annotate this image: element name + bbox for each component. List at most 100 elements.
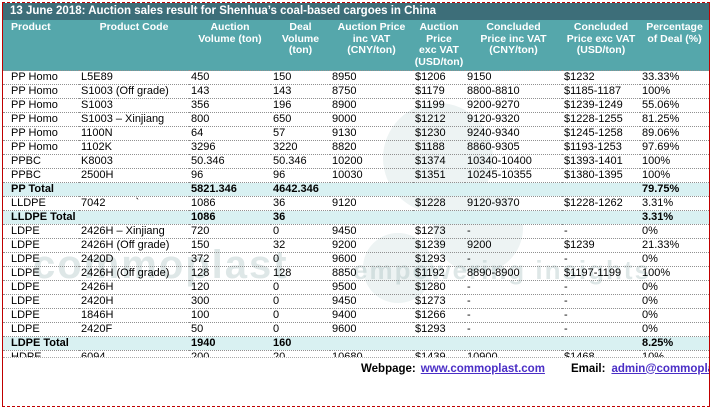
- cell-auction_price_inc_vat: 9200: [330, 238, 413, 253]
- cell-percentage_of_deal: 0%: [640, 224, 709, 239]
- cell-auction_price_inc_vat: [330, 182, 413, 197]
- cell-auction_price_exc_vat: $1280: [413, 280, 465, 295]
- cell-auction_volume: 800: [189, 112, 271, 127]
- cell-product: LLDPE Total: [3, 210, 79, 225]
- cell-concluded_price_inc_vat: 10340-10400: [465, 154, 562, 169]
- table-row: PP Homo S1003 (Off grade) 143 143 8750 $1179 8…: [3, 84, 709, 99]
- cell-deal_volume: 57: [271, 126, 330, 141]
- cell-percentage_of_deal: 0%: [640, 322, 709, 337]
- cell-percentage_of_deal: 3.31%: [640, 196, 709, 211]
- cell-deal_volume: 128: [271, 266, 330, 281]
- cell-percentage_of_deal: 21.33%: [640, 238, 709, 253]
- cell-auction_price_exc_vat: [413, 210, 465, 225]
- cell-product: LDPE: [3, 266, 79, 281]
- cell-auction_volume: 100: [189, 308, 271, 323]
- report-title: 13 June 2018: Auction sales result for S…: [3, 3, 709, 20]
- table-row: LDPE 2420F 50 0 9600 $1293- -0%: [3, 322, 709, 337]
- cell-product_code: 2426H (Off grade): [79, 238, 189, 253]
- cell-auction_volume: 3296: [189, 140, 271, 155]
- cell-concluded_price_inc_vat: -: [465, 252, 562, 267]
- total-row: PP Total 5821.346 4642.346 79.75%: [3, 182, 709, 197]
- table-row: PPBC K8003 50.346 50.346 10200 $1374 10340-104…: [3, 154, 709, 169]
- webpage-link[interactable]: www.commoplast.com: [420, 362, 545, 375]
- cell-auction_volume: 64: [189, 126, 271, 141]
- cell-auction_price_inc_vat: 10030: [330, 168, 413, 183]
- cell-auction_price_exc_vat: $1351: [413, 168, 465, 183]
- cell-auction_price_inc_vat: 8750: [330, 84, 413, 99]
- cell-percentage_of_deal: 0%: [640, 308, 709, 323]
- cell-deal_volume: 160: [271, 336, 330, 351]
- cell-percentage_of_deal: 100%: [640, 154, 709, 169]
- cell-product: PP Homo: [3, 98, 79, 113]
- cell-percentage_of_deal: 3.31%: [640, 210, 709, 225]
- cell-deal_volume: 143: [271, 84, 330, 99]
- cell-auction_volume: 96: [189, 168, 271, 183]
- cell-percentage_of_deal: 97.69%: [640, 140, 709, 155]
- cell-product: PP Total: [3, 182, 79, 197]
- cell-concluded_price_exc_vat: $1228-1255: [562, 112, 640, 127]
- cell-auction_price_inc_vat: 8950: [330, 70, 413, 85]
- cell-concluded_price_exc_vat: $1193-1253: [562, 140, 640, 155]
- cell-product_code: 2420D: [79, 252, 189, 267]
- cell-percentage_of_deal: 89.06%: [640, 126, 709, 141]
- table-row: LDPE 2426H – Xinjiang 720 0 9450 $1273- -0%: [3, 224, 709, 239]
- cell-auction_price_exc_vat: $1206: [413, 70, 465, 85]
- cell-auction_price_exc_vat: $1199: [413, 98, 465, 113]
- cell-product_code: 1846H: [79, 308, 189, 323]
- cell-auction_volume: 300: [189, 294, 271, 309]
- column-header-product-code: Product Code: [79, 20, 189, 71]
- email-link[interactable]: admin@commoplast.com: [611, 362, 709, 375]
- total-row: LLDPE Total 1086 36 3.31%: [3, 210, 709, 225]
- cell-auction_volume: 50.346: [189, 154, 271, 169]
- table-body: PP Homo L5E89 450 150 8950 $1206 9150 $1232 33.3…: [3, 70, 709, 379]
- table-row: LLDPE 7042 ` 1086 36 9120 $1228 9120-9370 $1228-…: [3, 196, 709, 211]
- cell-concluded_price_exc_vat: $1380-1395: [562, 168, 640, 183]
- cell-auction_price_inc_vat: 9600: [330, 322, 413, 337]
- webpage-label: Webpage:: [361, 362, 416, 375]
- cell-deal_volume: 196: [271, 98, 330, 113]
- cell-product: PP Homo: [3, 70, 79, 85]
- cell-auction_volume: 128: [189, 266, 271, 281]
- cell-product: PP Homo: [3, 126, 79, 141]
- cell-percentage_of_deal: 0%: [640, 252, 709, 267]
- cell-deal_volume: 36: [271, 196, 330, 211]
- column-header-product: Product: [3, 20, 79, 71]
- cell-auction_price_exc_vat: $1179: [413, 84, 465, 99]
- table-row: PP Homo S1003 356 196 8900 $1199 9200-9270 $123…: [3, 98, 709, 113]
- cell-deal_volume: 0: [271, 280, 330, 295]
- cell-concluded_price_exc_vat: [562, 182, 640, 197]
- cell-concluded_price_exc_vat: $1245-1258: [562, 126, 640, 141]
- cell-auction_price_exc_vat: $1228: [413, 196, 465, 211]
- cell-concluded_price_exc_vat: [562, 210, 640, 225]
- column-header-auction-volume: Auction Volume (ton): [189, 20, 271, 71]
- cell-concluded_price_exc_vat: $1239-1249: [562, 98, 640, 113]
- cell-concluded_price_exc_vat: -: [562, 224, 640, 239]
- cell-deal_volume: 50.346: [271, 154, 330, 169]
- cell-percentage_of_deal: 0%: [640, 280, 709, 295]
- cell-concluded_price_exc_vat: -: [562, 322, 640, 337]
- cell-auction_volume: 1086: [189, 196, 271, 211]
- table-row: PPBC 2500H 96 96 10030 $1351 10245-10355 $1380-…: [3, 168, 709, 183]
- cell-auction_price_inc_vat: 8900: [330, 98, 413, 113]
- cell-percentage_of_deal: 100%: [640, 266, 709, 281]
- cell-auction_volume: 720: [189, 224, 271, 239]
- cell-product_code: S1003 – Xinjiang: [79, 112, 189, 127]
- cell-percentage_of_deal: 8.25%: [640, 336, 709, 351]
- footer: Webpage: www.commoplast.com Email: admin…: [3, 357, 709, 379]
- cell-auction_price_inc_vat: [330, 336, 413, 351]
- cell-concluded_price_inc_vat: 8890-8900: [465, 266, 562, 281]
- cell-concluded_price_exc_vat: $1197-1199: [562, 266, 640, 281]
- cell-product_code: 2426H – Xinjiang: [79, 224, 189, 239]
- cell-auction_price_exc_vat: $1239: [413, 238, 465, 253]
- cell-product: LLDPE: [3, 196, 79, 211]
- table-row: LDPE 2426H 120 0 9500 $1280- -0%: [3, 280, 709, 295]
- cell-concluded_price_inc_vat: 9200-9270: [465, 98, 562, 113]
- column-header-percentage-of-deal: Percentage of Deal (%): [640, 20, 709, 71]
- cell-percentage_of_deal: 33.33%: [640, 70, 709, 85]
- cell-product: LDPE: [3, 238, 79, 253]
- cell-auction_price_exc_vat: $1212: [413, 112, 465, 127]
- column-header-auction-price-exc-vat: Auction Price exc VAT (USD/ton): [413, 20, 465, 71]
- table-row: PP Homo 1100N 64 57 9130 $1230 9240-9340 $1245-…: [3, 126, 709, 141]
- cell-deal_volume: 96: [271, 168, 330, 183]
